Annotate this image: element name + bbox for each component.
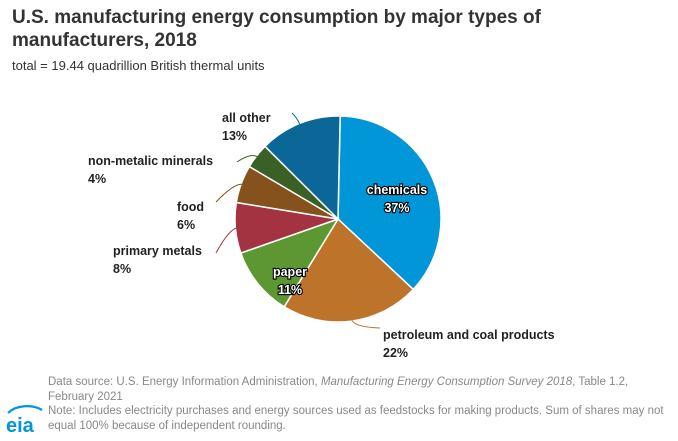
slice-name-petroleum-and-coal-products: petroleum and coal products	[383, 328, 555, 342]
source-title: Manufacturing Energy Consumption Survey …	[320, 376, 573, 388]
slice-value-paper: 11%	[278, 283, 302, 297]
leader-line-all-other	[291, 112, 301, 126]
slice-name-paper: paper	[273, 265, 307, 279]
slice-value-primary-metals: 8%	[113, 262, 131, 276]
slice-value-food: 6%	[177, 218, 195, 232]
slice-name-primary-metals: primary metals	[113, 244, 202, 258]
leader-line-food	[215, 183, 244, 203]
slice-name-all-other: all other	[222, 111, 271, 125]
leader-line-primary-metals	[215, 227, 238, 254]
chart-footer: Data source: U.S. Energy Information Adm…	[48, 375, 670, 433]
pie-slice-paper	[239, 217, 340, 308]
slice-value-petroleum-and-coal-products: 22%	[383, 346, 408, 360]
slice-value-all-other: 13%	[222, 129, 247, 143]
chart-subtitle: total = 19.44 quadrillion British therma…	[12, 58, 265, 73]
slice-name-non-metalic-minerals: non-metalic minerals	[88, 154, 213, 168]
eia-logo-text: eia	[6, 415, 35, 437]
chart-note: Note: Includes electricity purchases and…	[48, 405, 664, 432]
slice-name-chemicals: chemicals	[367, 183, 428, 197]
leader-line-petroleum-and-coal-products	[351, 318, 381, 329]
slice-value-chemicals: 37%	[384, 201, 409, 215]
pie-chart: chemicals 37% petroleum and coal products 2…	[88, 111, 555, 360]
slice-value-non-metalic-minerals: 4%	[88, 172, 106, 186]
pie-slice-chemicals	[337, 115, 442, 291]
leader-line-non-metalic-minerals	[236, 155, 259, 163]
slice-name-food: food	[177, 200, 204, 214]
data-source: Data source: U.S. Energy Information Adm…	[48, 376, 629, 403]
eia-logo-icon: eia	[6, 405, 43, 437]
chart-title: U.S. manufacturing energy consumption by…	[12, 7, 541, 51]
